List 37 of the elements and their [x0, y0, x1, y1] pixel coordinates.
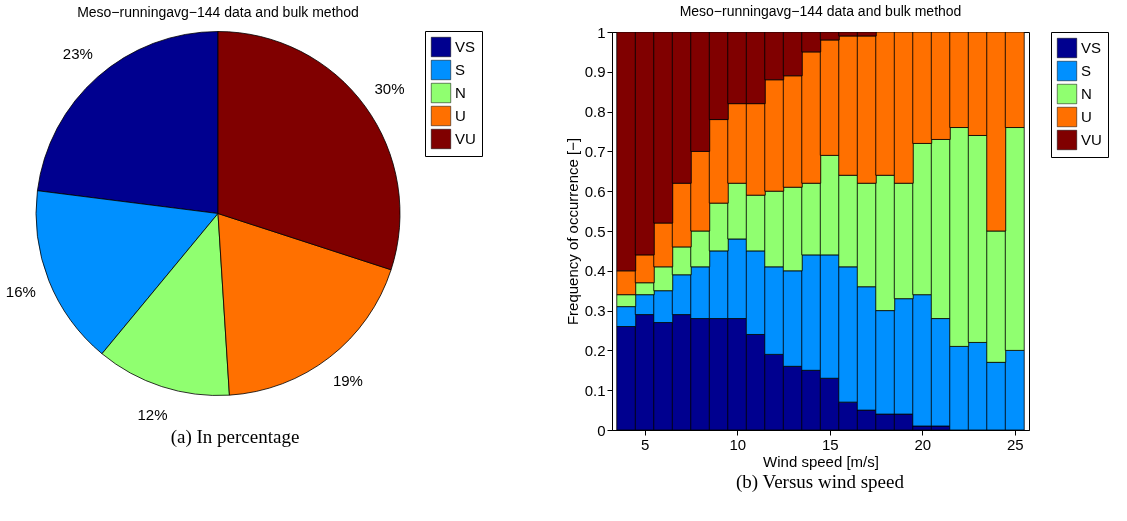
- y-tick-label: 0.1: [584, 381, 606, 399]
- x-tick-label: 25: [1006, 435, 1024, 453]
- chart-title: Meso−runningavg−144 data and bulk method: [679, 3, 962, 19]
- y-axis-title: Frequency of occurrence [−]: [563, 137, 581, 326]
- x-tick-label: 20: [914, 435, 932, 453]
- chart-title: Meso−runningavg−144 data and bulk method: [77, 3, 359, 20]
- data-label: 12%: [137, 406, 168, 424]
- y-tick-label: 0.7: [584, 142, 606, 160]
- x-tick-label: 5: [641, 435, 650, 453]
- legend-label: S: [455, 61, 466, 78]
- legend-label: N: [1081, 85, 1092, 102]
- data-label: 19%: [332, 372, 363, 390]
- data-label: 23%: [62, 45, 93, 63]
- legend-label: VU: [1081, 131, 1102, 148]
- text: (b) Versus wind speed: [735, 471, 905, 493]
- x-tick-label: 10: [729, 435, 747, 453]
- y-tick-label: 0.3: [584, 302, 606, 320]
- y-tick-label: 0.9: [584, 63, 606, 81]
- x-axis-title: Wind speed [m/s]: [763, 452, 879, 470]
- data-label: 30%: [374, 79, 405, 97]
- legend-label: U: [455, 107, 466, 124]
- y-tick-label: 0.4: [584, 262, 606, 280]
- text: (a) In percentage: [169, 426, 301, 448]
- y-tick-label: 1: [597, 23, 606, 41]
- legend-label: S: [1081, 62, 1092, 79]
- legend-label: VS: [1081, 39, 1102, 56]
- y-tick-label: 0.2: [584, 341, 606, 359]
- legend-label: N: [455, 84, 466, 101]
- y-tick-label: 0.8: [584, 103, 606, 121]
- legend-label: VU: [455, 130, 476, 147]
- y-tick-label: 0.6: [584, 182, 606, 200]
- y-tick-label: 0.5: [584, 222, 606, 240]
- x-tick-label: 15: [821, 435, 839, 453]
- data-label: 16%: [5, 282, 36, 300]
- y-tick-label: 0: [597, 421, 606, 439]
- legend-label: U: [1081, 108, 1092, 125]
- legend-label: VS: [455, 38, 476, 55]
